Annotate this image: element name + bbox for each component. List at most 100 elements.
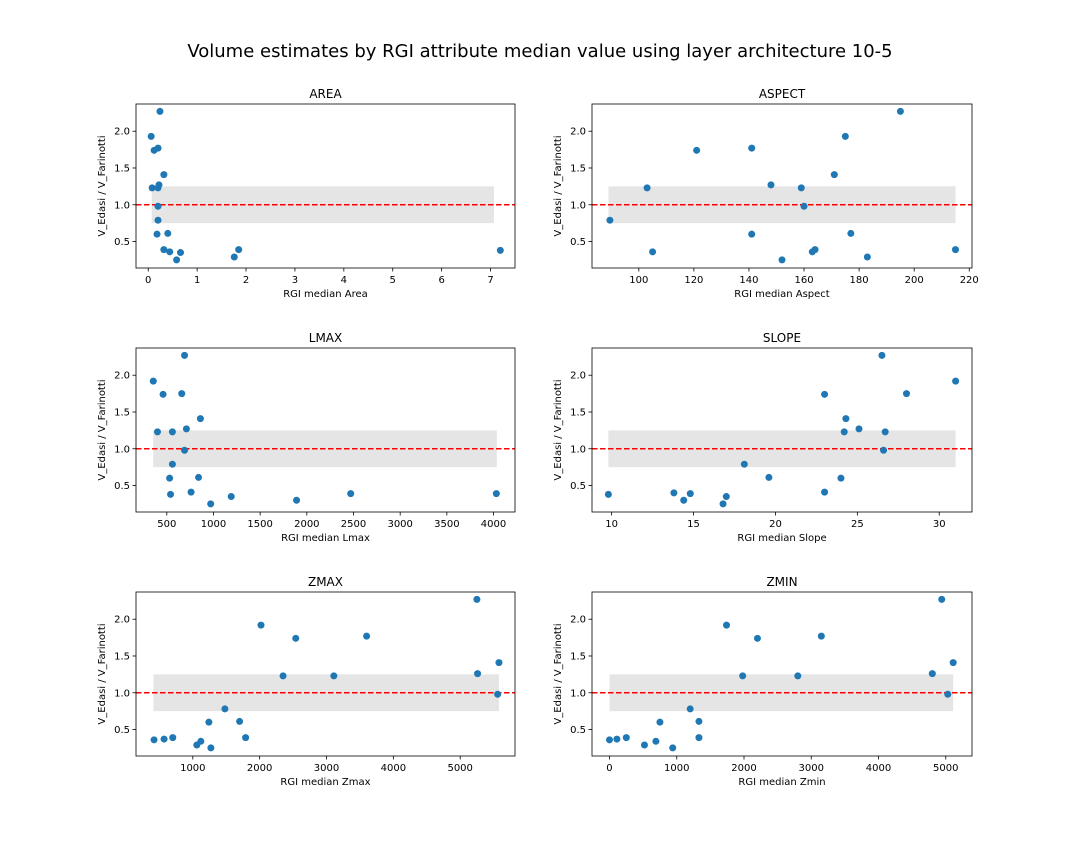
data-point (181, 446, 189, 454)
data-point (640, 741, 648, 749)
data-point (695, 717, 703, 725)
data-point (197, 737, 205, 745)
x-tick-label: 2500 (341, 519, 366, 530)
x-axis-label: RGI median Zmin (738, 777, 825, 788)
x-tick-label: 1000 (201, 519, 226, 530)
y-tick-label: 1.0 (114, 688, 130, 699)
data-point (605, 736, 613, 744)
data-point (740, 460, 748, 468)
subplot-grid: 0 1 2 3 4 5 6 7 0.5 1.0 1.5 2.0 AREA RGI median Area V… (97, 87, 979, 788)
data-point (767, 181, 775, 189)
data-point (221, 705, 229, 713)
x-axis-label: RGI median Aspect (734, 289, 830, 300)
data-point (474, 670, 482, 678)
y-axis-label: V_Edasi / V_Farinotti (553, 379, 564, 480)
y-tick-label: 1.0 (570, 200, 586, 211)
data-point (167, 490, 175, 498)
subplot-title: ZMIN (766, 575, 797, 589)
subplot-slope: 10 15 20 25 30 0.5 1.0 1.5 2.0 SLOPE RGI median Sl… (553, 331, 973, 544)
data-point (878, 351, 886, 359)
data-point (156, 107, 164, 115)
data-point (154, 144, 162, 152)
x-tick-label: 2000 (247, 763, 272, 774)
data-point (496, 246, 504, 254)
x-axis-label: RGI median Slope (737, 533, 826, 544)
data-point (693, 146, 701, 154)
x-tick-label: 120 (684, 275, 703, 286)
data-point (293, 496, 301, 504)
data-point (837, 474, 845, 482)
data-point (230, 253, 238, 261)
data-point (207, 500, 215, 508)
data-point (928, 670, 936, 678)
x-tick-label: 15 (687, 519, 700, 530)
data-point (292, 634, 300, 642)
data-point (680, 496, 688, 504)
data-point (748, 144, 756, 152)
x-tick-label: 5000 (447, 763, 472, 774)
y-tick-label: 1.0 (570, 444, 586, 455)
y-tick-label: 1.0 (114, 200, 130, 211)
x-tick-label: 2 (243, 275, 249, 286)
data-point (863, 253, 871, 261)
data-point (739, 672, 747, 680)
data-point (847, 229, 855, 237)
figure-suptitle: Volume estimates by RGI attribute median… (187, 41, 892, 62)
data-point (147, 132, 155, 140)
data-point (821, 390, 829, 398)
data-point (363, 632, 371, 640)
data-point (604, 490, 612, 498)
data-point (181, 351, 189, 359)
y-tick-label: 1.5 (114, 163, 130, 174)
data-point (207, 744, 215, 752)
data-point (166, 474, 174, 482)
x-tick-label: 0 (145, 275, 151, 286)
x-tick-label: 7 (487, 275, 493, 286)
data-point (257, 621, 265, 629)
data-point (155, 181, 163, 189)
y-tick-label: 2.0 (570, 615, 586, 626)
x-tick-label: 180 (850, 275, 869, 286)
x-tick-label: 30 (933, 519, 946, 530)
y-tick-label: 1.5 (570, 163, 586, 174)
data-point (606, 216, 614, 224)
data-point (160, 246, 168, 254)
y-tick-label: 1.0 (114, 444, 130, 455)
y-tick-label: 2.0 (114, 371, 130, 382)
data-point (748, 230, 756, 238)
data-point (649, 248, 657, 256)
data-point (168, 428, 176, 436)
data-point (896, 107, 904, 115)
x-tick-label: 3000 (387, 519, 412, 530)
x-tick-label: 25 (851, 519, 864, 530)
axes-frame (135, 103, 516, 269)
data-point (695, 734, 703, 742)
data-point (169, 734, 177, 742)
data-point (473, 595, 481, 603)
subplot-zmax: 1000 2000 3000 4000 5000 0.5 1.0 1.5 2.0 ZMAX RGI … (97, 575, 516, 788)
data-point (669, 744, 677, 752)
x-tick-label: 100 (629, 275, 648, 286)
data-point (643, 184, 651, 192)
axes-frame (591, 591, 973, 757)
y-tick-label: 0.5 (570, 725, 586, 736)
data-point (494, 690, 502, 698)
y-axis-label: V_Edasi / V_Farinotti (97, 623, 108, 724)
x-axis-label: RGI median Zmax (280, 777, 370, 788)
data-point (205, 718, 213, 726)
data-point (797, 184, 805, 192)
x-tick-label: 1000 (180, 763, 205, 774)
y-tick-label: 0.5 (570, 237, 586, 248)
x-tick-label: 20 (769, 519, 782, 530)
data-point (765, 473, 773, 481)
data-point (153, 428, 161, 436)
x-tick-label: 3000 (314, 763, 339, 774)
data-point (196, 415, 204, 423)
y-axis-label: V_Edasi / V_Farinotti (97, 379, 108, 480)
x-tick-label: 4000 (381, 763, 406, 774)
subplot-zmin: 0 1000 2000 3000 4000 5000 0.5 1.0 1.5 2.0 ZMIN RGI… (553, 575, 973, 788)
x-tick-label: 1 (194, 275, 200, 286)
data-point (154, 216, 162, 224)
y-axis-label: V_Edasi / V_Farinotti (553, 623, 564, 724)
data-point (150, 736, 158, 744)
